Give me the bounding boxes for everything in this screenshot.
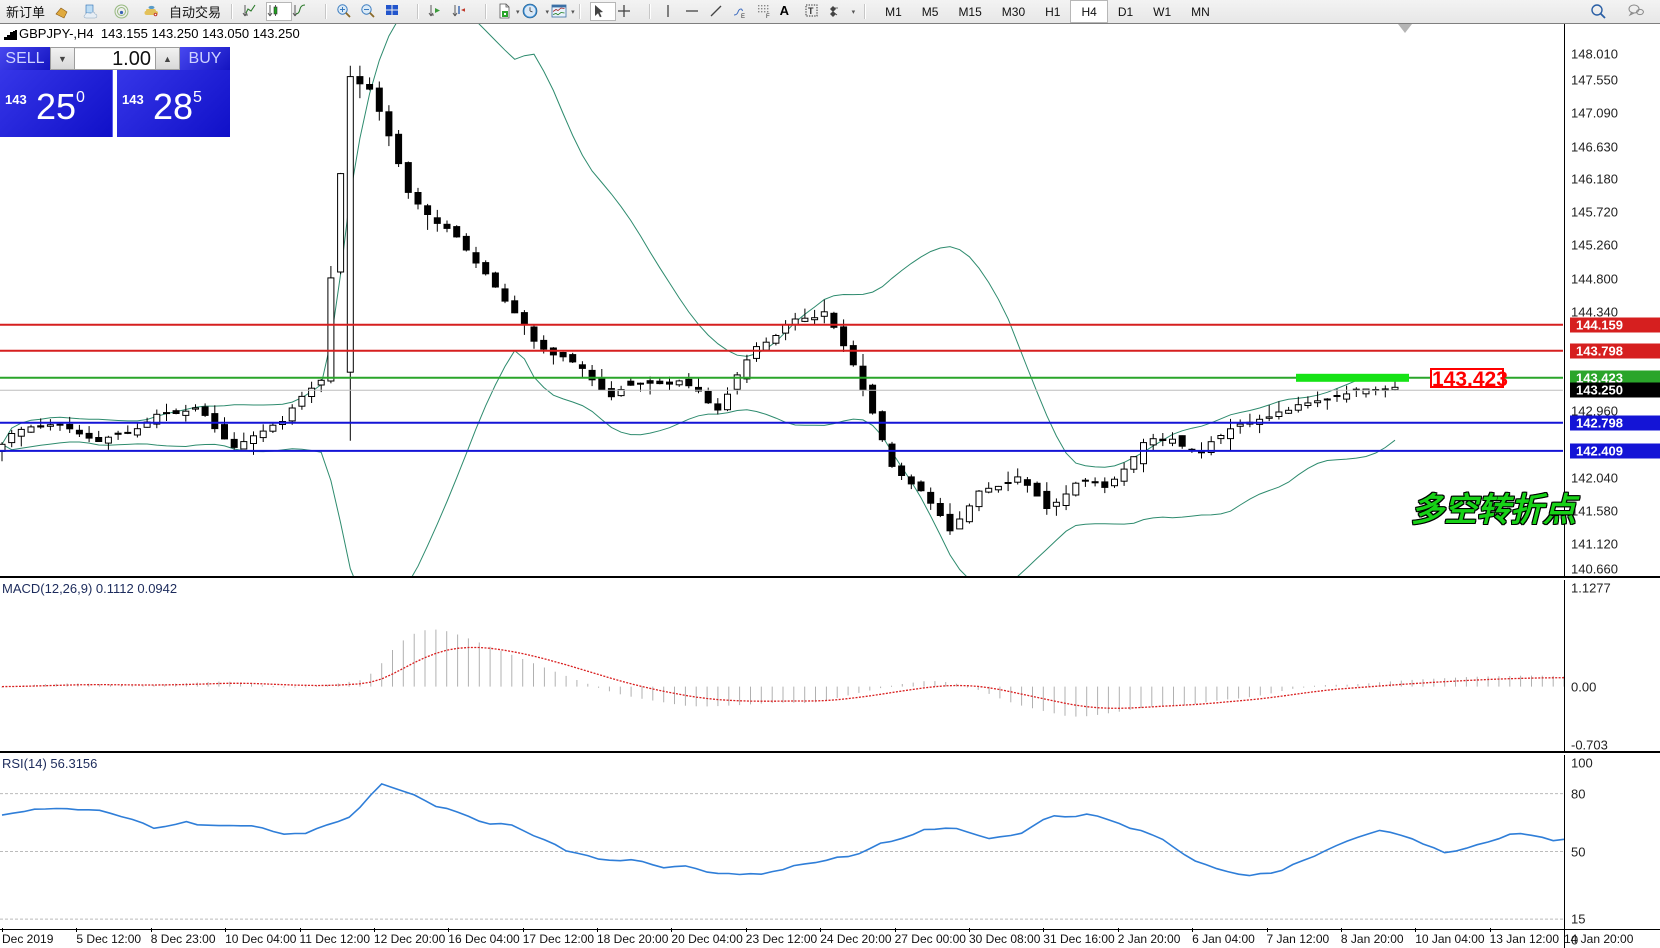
svg-text:T: T <box>808 6 814 16</box>
svg-text:E: E <box>741 14 745 20</box>
svg-text:F: F <box>766 14 770 20</box>
